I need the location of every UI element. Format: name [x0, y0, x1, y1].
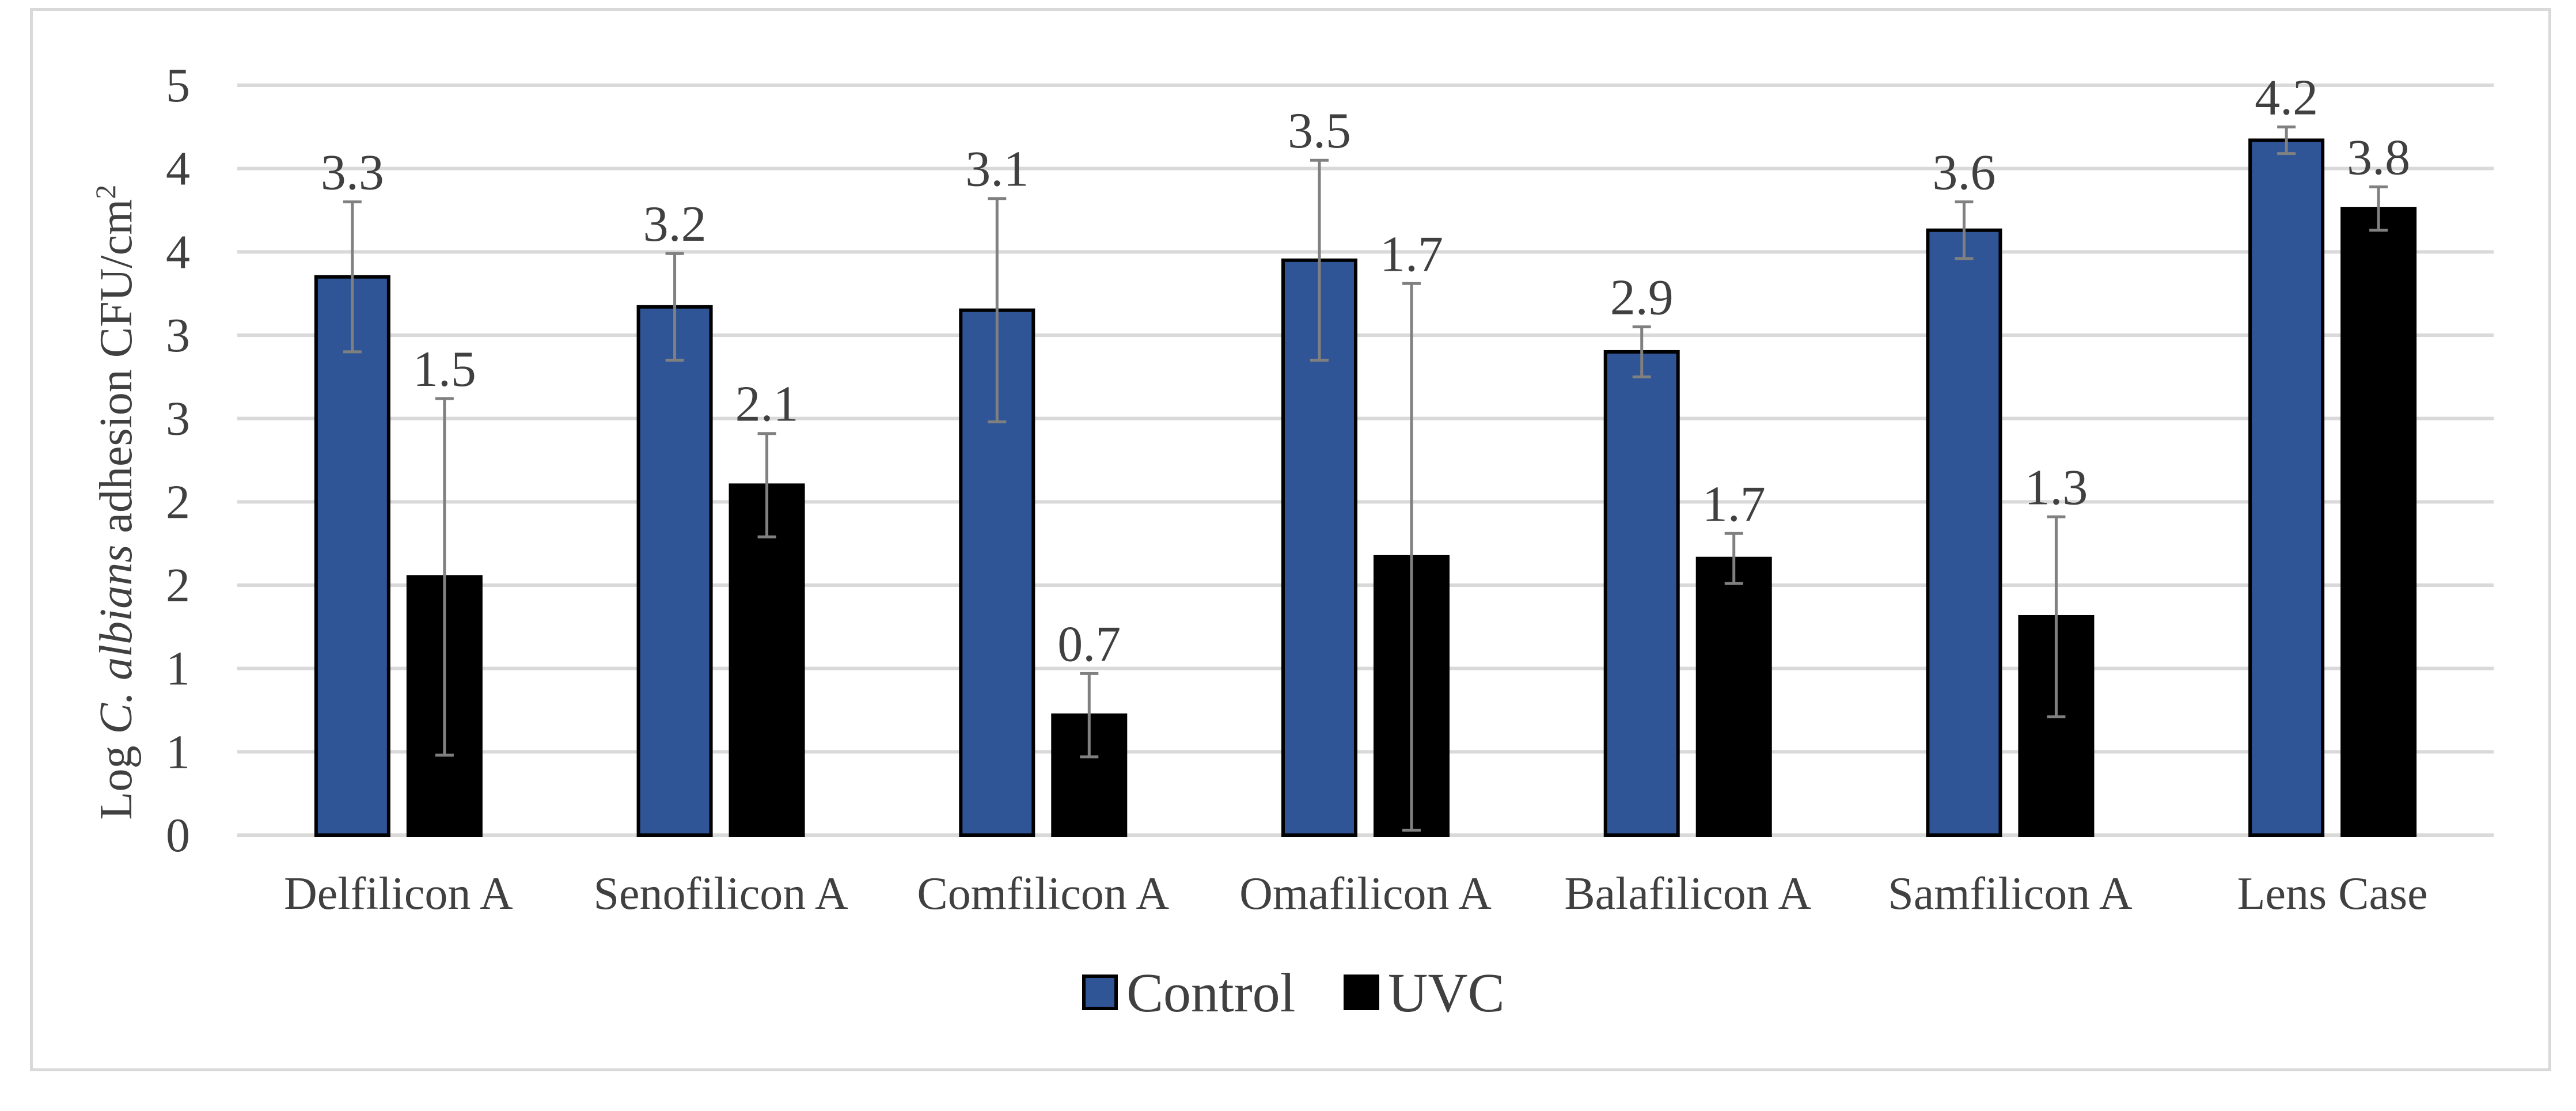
bar-uvc [1695, 556, 1772, 837]
bar-control [1926, 228, 2002, 837]
bar-control [636, 305, 713, 837]
bar-uvc [2018, 615, 2095, 837]
data-label: 2.9 [1610, 270, 1674, 326]
x-category-label: Lens Case [2237, 869, 2428, 919]
legend-swatch-uvc [1344, 975, 1379, 1010]
y-tick-label: 4 [166, 225, 190, 279]
data-label: 1.7 [1702, 476, 1766, 532]
data-labels: 3.3 1.5 3.2 2.1 3.1 0.7 3.5 1.7 2.9 1.7 3.6 1.3 4.2 3… [321, 70, 2410, 672]
y-tick-label: 5 [166, 59, 190, 112]
y-tick-label: 1 [166, 725, 190, 779]
bar-control [314, 275, 390, 837]
data-label: 2.1 [735, 377, 799, 433]
y-tick-label: 1 [166, 642, 190, 696]
data-label: 3.6 [1932, 145, 1995, 201]
bar-uvc [729, 483, 805, 837]
data-label: 3.2 [643, 196, 707, 252]
data-label: 3.3 [321, 145, 384, 201]
y-tick-label: 0 [166, 809, 190, 862]
bar-control [1603, 350, 1680, 837]
y-axis-ticks: 0 1 1 2 2 3 3 4 4 5 [166, 59, 190, 862]
data-label: 3.1 [965, 142, 1029, 198]
data-label: 1.3 [2024, 460, 2088, 515]
x-axis-categories: Delfilicon A Senofilicon A Comfilicon A Oma… [284, 869, 2428, 919]
legend-swatch-control [1082, 975, 1118, 1010]
y-axis-label: Log C. albians adhesion CFU/cm2 [89, 185, 142, 820]
bar-uvc [2340, 207, 2417, 837]
data-label: 4.2 [2255, 70, 2318, 126]
x-category-label: Omafilicon A [1239, 869, 1492, 919]
y-tick-label: 2 [166, 559, 190, 612]
bar-control [2248, 138, 2325, 837]
data-label: 1.5 [413, 342, 476, 397]
x-category-label: Samfilicon A [1888, 869, 2133, 919]
legend: Control UVC [1082, 962, 1505, 1023]
data-label: 0.7 [1057, 616, 1121, 672]
y-tick-label: 4 [166, 142, 190, 196]
legend-label-control: Control [1126, 962, 1295, 1023]
error-bars [343, 125, 2388, 832]
y-tick-label: 2 [166, 475, 190, 529]
y-tick-label: 3 [166, 309, 190, 362]
gridlines [237, 84, 2494, 837]
legend-label-uvc: UVC [1388, 962, 1505, 1023]
y-tick-label: 3 [166, 392, 190, 446]
x-category-label: Balafilicon A [1564, 869, 1811, 919]
data-label: 1.7 [1380, 226, 1443, 282]
x-category-label: Delfilicon A [284, 869, 513, 919]
x-category-label: Comfilicon A [917, 869, 1169, 919]
bars [314, 138, 2417, 837]
data-label: 3.5 [1288, 103, 1351, 159]
data-label: 3.8 [2347, 130, 2410, 185]
x-category-label: Senofilicon A [593, 869, 848, 919]
